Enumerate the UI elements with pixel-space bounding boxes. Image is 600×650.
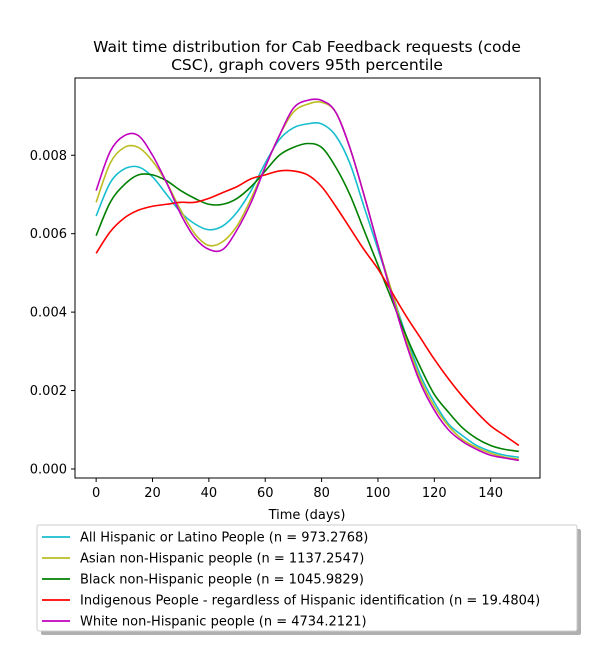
legend-label-4: Indigenous People - regardless of Hispan… bbox=[80, 594, 540, 609]
chart-title-line-1: Wait time distribution for Cab Feedback … bbox=[93, 38, 521, 56]
series-line-5 bbox=[95, 98, 519, 462]
x-tick-label: 80 bbox=[313, 486, 330, 501]
plot-frame bbox=[74, 77, 541, 479]
x-tick-label: 120 bbox=[422, 486, 447, 501]
x-tick-label: 140 bbox=[478, 486, 503, 501]
x-tick-label: 0 bbox=[92, 486, 100, 501]
x-tick-label: 20 bbox=[144, 486, 161, 501]
chart-title-line-2: CSC), graph covers 95th percentile bbox=[171, 56, 443, 74]
axis-ticks: 0 20 40 60 80 100 120 140 0.000 0.002 0.004 0.006 0.… bbox=[30, 149, 503, 501]
y-tick-label: 0.006 bbox=[30, 227, 67, 242]
series-line-3 bbox=[95, 142, 519, 453]
x-tick-label: 60 bbox=[257, 486, 274, 501]
legend-label-3: Black non-Hispanic people (n = 1045.9829… bbox=[80, 573, 364, 588]
x-tick-label: 100 bbox=[366, 486, 391, 501]
y-tick-label: 0.002 bbox=[30, 384, 67, 399]
legend-label-2: Asian non-Hispanic people (n = 1137.2547… bbox=[80, 552, 364, 567]
series-line-2 bbox=[95, 101, 519, 460]
series-line-4 bbox=[95, 169, 520, 447]
legend-box bbox=[36, 524, 578, 632]
y-tick-label: 0.008 bbox=[30, 149, 67, 164]
chart-title: Wait time distribution for Cab Feedback … bbox=[93, 38, 521, 74]
y-tick-label: 0.004 bbox=[30, 306, 67, 321]
plot-area bbox=[95, 98, 520, 462]
legend-label-1: All Hispanic or Latino People (n = 973.2… bbox=[80, 531, 368, 546]
legend: All Hispanic or Latino People (n = 973.2… bbox=[36, 524, 581, 635]
series-line-1 bbox=[95, 122, 519, 459]
x-axis-label: Time (days) bbox=[268, 508, 346, 523]
x-tick-label: 40 bbox=[201, 486, 218, 501]
legend-label-5: White non-Hispanic people (n = 4734.2121… bbox=[80, 615, 367, 630]
y-tick-label: 0.000 bbox=[30, 462, 67, 477]
